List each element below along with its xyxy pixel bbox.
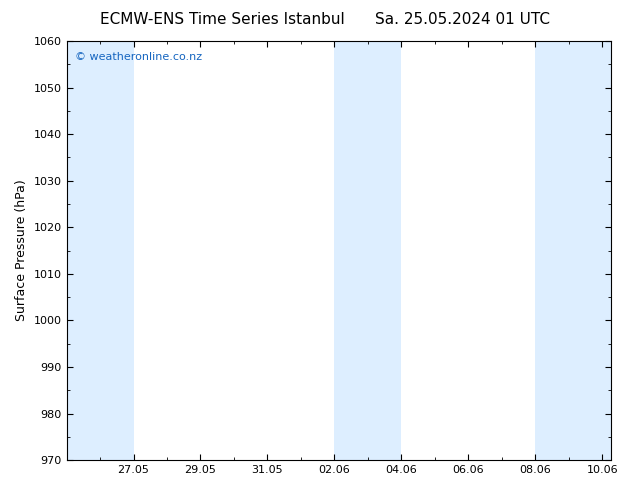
Text: Sa. 25.05.2024 01 UTC: Sa. 25.05.2024 01 UTC bbox=[375, 12, 550, 27]
Text: ECMW-ENS Time Series Istanbul: ECMW-ENS Time Series Istanbul bbox=[100, 12, 344, 27]
Bar bbox=[67, 41, 134, 460]
Bar bbox=[535, 41, 611, 460]
Text: © weatheronline.co.nz: © weatheronline.co.nz bbox=[75, 51, 202, 62]
Bar bbox=[335, 41, 401, 460]
Y-axis label: Surface Pressure (hPa): Surface Pressure (hPa) bbox=[15, 180, 28, 321]
